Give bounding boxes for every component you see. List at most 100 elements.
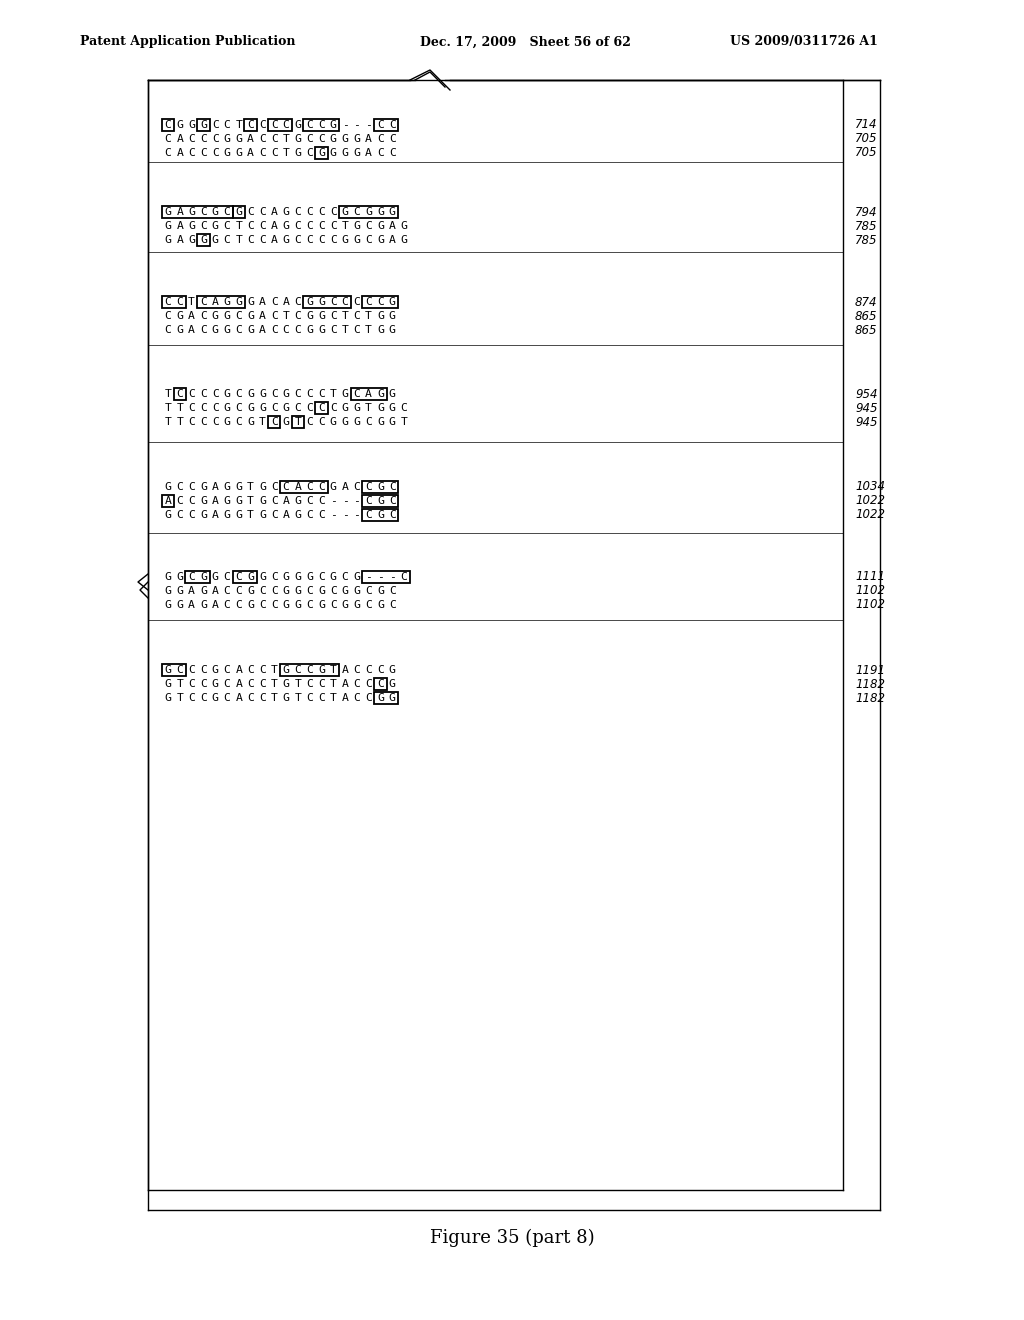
- Text: G: G: [377, 417, 384, 426]
- Text: C: C: [200, 665, 207, 675]
- Text: C: C: [400, 403, 408, 413]
- Text: G: G: [294, 148, 301, 158]
- Text: G: G: [200, 586, 207, 597]
- Text: A: A: [212, 586, 219, 597]
- Text: C: C: [236, 417, 243, 426]
- Text: T: T: [342, 312, 348, 321]
- Text: G: G: [353, 403, 360, 413]
- Text: C: C: [294, 665, 301, 675]
- Bar: [174, 388, 186, 400]
- Text: G: G: [342, 148, 348, 158]
- Text: G: G: [165, 235, 171, 246]
- Text: G: G: [318, 297, 325, 308]
- Bar: [268, 119, 292, 131]
- Text: G: G: [259, 572, 266, 582]
- Text: A: A: [165, 496, 171, 506]
- Text: A: A: [176, 220, 183, 231]
- Text: A: A: [236, 665, 243, 675]
- Text: C: C: [318, 417, 325, 426]
- Text: C: C: [270, 389, 278, 399]
- Text: G: G: [330, 135, 337, 144]
- Text: G: G: [377, 482, 384, 492]
- Text: C: C: [330, 403, 337, 413]
- Text: C: C: [270, 482, 278, 492]
- Text: C: C: [188, 417, 195, 426]
- Text: G: G: [212, 235, 219, 246]
- Bar: [303, 296, 351, 308]
- Text: A: A: [236, 693, 243, 704]
- Text: C: C: [389, 148, 395, 158]
- Text: G: G: [223, 325, 230, 335]
- Text: C: C: [176, 510, 183, 520]
- Text: 794: 794: [855, 206, 878, 219]
- Text: C: C: [306, 235, 313, 246]
- Text: C: C: [188, 665, 195, 675]
- Text: G: G: [294, 601, 301, 610]
- Text: T: T: [366, 325, 372, 335]
- Text: G: G: [259, 496, 266, 506]
- Text: -: -: [330, 496, 337, 506]
- Text: C: C: [318, 135, 325, 144]
- Text: G: G: [377, 403, 384, 413]
- Text: G: G: [342, 235, 348, 246]
- Text: G: G: [294, 586, 301, 597]
- Text: C: C: [294, 389, 301, 399]
- Text: C: C: [270, 572, 278, 582]
- Text: 714: 714: [855, 119, 878, 132]
- Text: C: C: [283, 482, 290, 492]
- Text: C: C: [353, 693, 360, 704]
- Text: Patent Application Publication: Patent Application Publication: [80, 36, 296, 49]
- Text: C: C: [188, 496, 195, 506]
- Text: C: C: [188, 135, 195, 144]
- Bar: [232, 206, 245, 218]
- Text: C: C: [165, 148, 171, 158]
- Text: G: G: [342, 403, 348, 413]
- Text: C: C: [236, 325, 243, 335]
- Bar: [162, 495, 174, 507]
- Text: G: G: [259, 403, 266, 413]
- Text: G: G: [330, 572, 337, 582]
- Text: A: A: [188, 586, 195, 597]
- Text: C: C: [366, 678, 372, 689]
- Text: C: C: [200, 678, 207, 689]
- Text: C: C: [212, 135, 219, 144]
- Text: C: C: [236, 312, 243, 321]
- Text: C: C: [318, 389, 325, 399]
- Text: G: G: [389, 325, 395, 335]
- Bar: [362, 495, 398, 507]
- Bar: [315, 148, 328, 158]
- Text: 1022: 1022: [855, 508, 885, 521]
- Text: 1182: 1182: [855, 677, 885, 690]
- Text: A: A: [366, 135, 372, 144]
- Text: T: T: [294, 417, 301, 426]
- Text: T: T: [165, 389, 171, 399]
- Text: G: G: [165, 665, 171, 675]
- Text: A: A: [247, 148, 254, 158]
- Text: -: -: [342, 120, 348, 129]
- Text: G: G: [353, 235, 360, 246]
- Text: C: C: [389, 135, 395, 144]
- Text: C: C: [259, 220, 266, 231]
- Bar: [374, 678, 386, 690]
- Text: C: C: [176, 482, 183, 492]
- Text: A: A: [259, 325, 266, 335]
- Text: G: G: [200, 482, 207, 492]
- Text: C: C: [294, 403, 301, 413]
- Text: G: G: [330, 120, 337, 129]
- Text: G: G: [223, 496, 230, 506]
- Text: C: C: [353, 678, 360, 689]
- Text: C: C: [366, 235, 372, 246]
- Text: C: C: [318, 207, 325, 216]
- Text: C: C: [306, 220, 313, 231]
- Text: G: G: [200, 496, 207, 506]
- Text: C: C: [389, 120, 395, 129]
- Text: G: G: [389, 312, 395, 321]
- Text: 1022: 1022: [855, 495, 885, 507]
- Text: C: C: [342, 297, 348, 308]
- Text: C: C: [306, 120, 313, 129]
- Text: G: G: [247, 586, 254, 597]
- Text: G: G: [377, 496, 384, 506]
- Text: C: C: [259, 120, 266, 129]
- Text: G: G: [165, 482, 171, 492]
- Text: A: A: [247, 135, 254, 144]
